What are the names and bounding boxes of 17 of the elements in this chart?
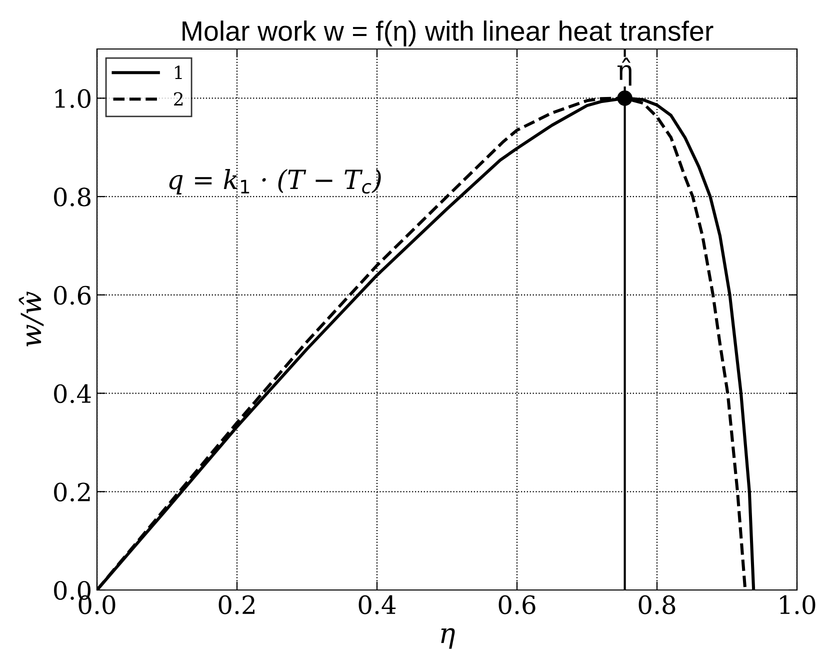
x-tick-label: 0.6: [498, 595, 536, 614]
y-axis-title: w/ŵ: [18, 292, 44, 346]
y-tick-label: 0.4: [54, 384, 91, 404]
x-tick-label: 0.2: [218, 595, 254, 614]
y-tick-label: 1.0: [55, 89, 90, 108]
chart-title: Molar work w = f(η) with linear heat transfer: [182, 20, 714, 46]
y-tick-label: 0.6: [54, 286, 91, 305]
x-axis-title: η: [441, 628, 455, 649]
x-tick-label: 1.0: [780, 595, 816, 614]
legend-label: 2: [174, 92, 183, 106]
y-tick-label: 0.8: [54, 187, 90, 206]
annotation: η̂: [617, 58, 632, 86]
annotation: q = k$_{1}$ · (T − T$_{c}$): [169, 168, 381, 195]
x-tick-label: 0.4: [358, 595, 396, 614]
y-tick-label: 0.2: [54, 482, 90, 502]
legend-label: 1: [175, 66, 182, 79]
x-tick-label: 0.8: [638, 595, 676, 614]
